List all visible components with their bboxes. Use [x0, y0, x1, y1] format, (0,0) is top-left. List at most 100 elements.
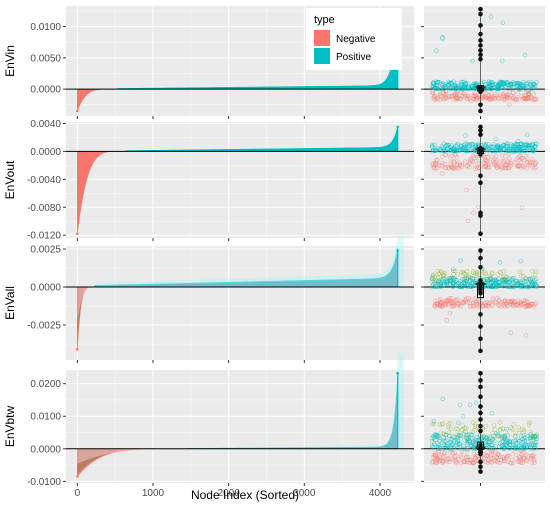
strip-point-negative [525, 458, 530, 463]
strip-point-extra [466, 275, 471, 280]
strip-point-negative [524, 95, 529, 101]
strip-point-positive [515, 141, 520, 147]
strip-point-positive [504, 80, 510, 85]
strip-point-extra [466, 273, 472, 278]
strip-point-negative [456, 457, 461, 462]
strip-point-extra [455, 272, 460, 277]
strip-point-extra [488, 276, 493, 281]
strip-point-negative [519, 452, 524, 457]
strip-point-positive [434, 84, 439, 90]
strip-point-positive [433, 85, 438, 91]
strip-point-negative [464, 296, 469, 301]
strip-point-positive [520, 277, 526, 283]
x-tick-label: 3000 [293, 488, 316, 499]
strip-point-sparse [522, 52, 528, 58]
strip-point-negative [531, 92, 536, 97]
strip-point-extra [489, 271, 495, 276]
box-outlier [478, 108, 483, 114]
strip-point-negative [486, 93, 492, 98]
y-axis-title: EnVin [3, 45, 17, 77]
side-panel-background [424, 370, 545, 483]
strip-point-positive [532, 433, 538, 439]
y-tick-label: 0.0000 [30, 283, 61, 294]
strip-point-negative [443, 152, 449, 157]
strip-point-negative [452, 91, 457, 97]
strip-point-positive [465, 86, 471, 92]
strip-point-negative [515, 155, 521, 160]
y-tick-label: 0.0025 [30, 245, 61, 256]
strip-point-positive [452, 148, 457, 154]
strip-point-negative [460, 448, 465, 454]
strip-point-extra [458, 270, 464, 275]
strip-point-negative [449, 153, 454, 159]
min-point [76, 348, 79, 351]
box-outlier [478, 87, 483, 93]
strip-point-positive [499, 79, 505, 85]
strip-point-positive [486, 277, 492, 283]
strip-point-sparse [497, 260, 503, 265]
strip-point-extra [462, 271, 468, 277]
strip-point-extra [531, 434, 536, 439]
strip-point-negative [532, 460, 537, 466]
strip-point-positive [443, 143, 448, 148]
strip-point-positive [444, 438, 449, 443]
strip-point-extra [487, 274, 493, 279]
main-panel-background [66, 122, 414, 238]
strip-point-extra [472, 428, 477, 433]
strip-point-positive [438, 284, 444, 289]
strip-point-positive [529, 282, 534, 288]
strip-point-extra [431, 436, 437, 442]
strip-point-positive [505, 141, 510, 146]
strip-point-positive [488, 86, 493, 92]
strip-point-negative [483, 162, 488, 167]
strip-point-positive [430, 279, 435, 284]
strip-point-positive [484, 435, 489, 441]
strip-point-extra [498, 270, 503, 276]
positive-overlap [109, 254, 398, 288]
strip-point-negative [520, 451, 525, 456]
strip-point-negative [525, 303, 530, 308]
strip-point-positive [437, 435, 443, 441]
strip-point-extra [442, 432, 447, 437]
strip-point-negative [464, 455, 469, 460]
strip-point-extra [438, 430, 444, 435]
strip-point-positive [502, 446, 507, 451]
strip-point-extra [485, 278, 490, 283]
strip-point-positive [527, 442, 532, 447]
strip-point-positive [516, 86, 521, 92]
strip-point-negative [533, 164, 538, 170]
strip-point-negative [431, 95, 436, 100]
strip-point-extra [447, 434, 452, 439]
strip-point-positive [470, 83, 475, 89]
strip-point-negative [468, 159, 473, 164]
strip-point-sparse [447, 311, 453, 316]
strip-point-positive [492, 283, 497, 288]
strip-point-positive [447, 433, 452, 438]
strip-point-negative [529, 455, 534, 461]
strip-point-positive [510, 144, 516, 150]
strip-point-sparse [463, 133, 468, 138]
strip-point-positive [430, 80, 436, 85]
strip-point-negative [504, 455, 509, 460]
y-tick-label: 0.0000 [30, 85, 61, 96]
strip-point-positive [483, 438, 488, 443]
strip-point-positive [523, 142, 529, 148]
strip-point-positive [433, 284, 439, 290]
strip-point-positive [486, 284, 491, 290]
strip-point-negative [522, 165, 527, 170]
strip-point-negative [520, 301, 526, 307]
strip-point-negative [444, 459, 450, 464]
strip-point-positive [440, 145, 445, 151]
strip-point-negative [456, 302, 461, 307]
strip-point-positive [490, 144, 495, 150]
strip-point-positive [522, 439, 527, 444]
strip-point-positive [454, 278, 459, 283]
strip-point-positive [495, 83, 501, 89]
strip-point-negative [483, 300, 488, 305]
strip-point-positive [505, 284, 511, 290]
strip-point-positive [445, 146, 450, 152]
strip-point-positive [459, 82, 464, 87]
strip-point-negative [446, 166, 451, 171]
strip-point-extra [516, 425, 521, 430]
strip-point-extra [436, 278, 442, 283]
